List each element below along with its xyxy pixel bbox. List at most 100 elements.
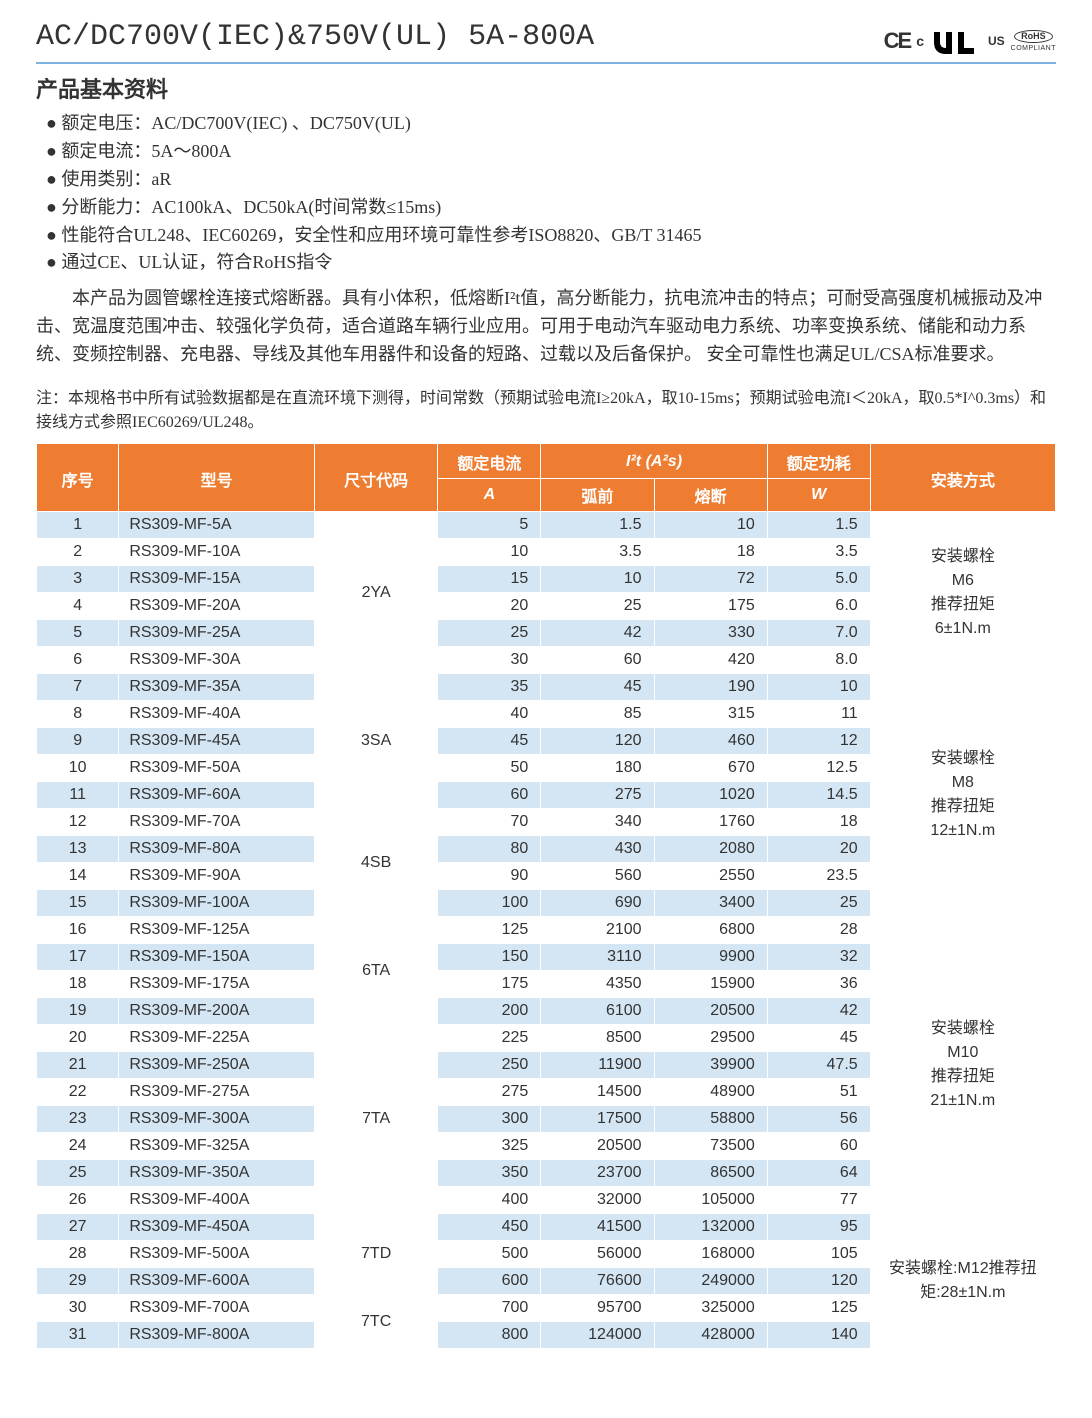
cell-current: 500 <box>438 1241 541 1268</box>
cell-model: RS309-MF-5A <box>119 512 315 539</box>
cell-seq: 14 <box>37 863 119 890</box>
cell-seq: 15 <box>37 890 119 917</box>
th-model: 型号 <box>119 444 315 512</box>
cell-seq: 10 <box>37 755 119 782</box>
cell-seq: 1 <box>37 512 119 539</box>
cell-current: 225 <box>438 1025 541 1052</box>
cell-current: 40 <box>438 701 541 728</box>
cell-i2t-pre: 11900 <box>541 1052 654 1079</box>
rohs-icon: RoHS COMPLIANT <box>1011 30 1056 52</box>
cell-i2t-pre: 20500 <box>541 1133 654 1160</box>
bullet-item: 额定电压：AC/DC700V(IEC) 、DC750V(UL) <box>46 110 1056 138</box>
cell-install: 安装螺栓M8推荐扭矩12±1N.m <box>870 674 1055 917</box>
cell-model: RS309-MF-125A <box>119 917 315 944</box>
cell-seq: 30 <box>37 1295 119 1322</box>
cell-current: 90 <box>438 863 541 890</box>
cell-i2t-pre: 275 <box>541 782 654 809</box>
cell-i2t-clr: 105000 <box>654 1187 767 1214</box>
cell-seq: 3 <box>37 566 119 593</box>
cell-model: RS309-MF-150A <box>119 944 315 971</box>
cell-model: RS309-MF-100A <box>119 890 315 917</box>
cell-power: 56 <box>767 1106 870 1133</box>
th-power-top: 额定功耗 <box>767 444 870 479</box>
cell-i2t-clr: 6800 <box>654 917 767 944</box>
cell-i2t-clr: 1760 <box>654 809 767 836</box>
cell-i2t-pre: 124000 <box>541 1322 654 1349</box>
cell-i2t-pre: 180 <box>541 755 654 782</box>
cell-current: 15 <box>438 566 541 593</box>
cell-seq: 4 <box>37 593 119 620</box>
cell-current: 25 <box>438 620 541 647</box>
cell-model: RS309-MF-400A <box>119 1187 315 1214</box>
cell-i2t-clr: 190 <box>654 674 767 701</box>
cell-i2t-pre: 2100 <box>541 917 654 944</box>
cell-power: 42 <box>767 998 870 1025</box>
description-paragraph: 本产品为圆管螺栓连接式熔断器。具有小体积，低熔断I²t值，高分断能力，抗电流冲击… <box>36 285 1056 369</box>
bullet-item: 分断能力：AC100kA、DC50kA(时间常数≤15ms) <box>46 194 1056 222</box>
cell-power: 47.5 <box>767 1052 870 1079</box>
cell-power: 120 <box>767 1268 870 1295</box>
cell-power: 11 <box>767 701 870 728</box>
cell-i2t-clr: 1020 <box>654 782 767 809</box>
th-current-top: 额定电流 <box>438 444 541 479</box>
cell-power: 36 <box>767 971 870 998</box>
cell-current: 700 <box>438 1295 541 1322</box>
spec-table: 序号 型号 尺寸代码 额定电流 I²t (A²s) 额定功耗 安装方式 A 弧前… <box>36 443 1056 1349</box>
cell-current: 50 <box>438 755 541 782</box>
cell-model: RS309-MF-250A <box>119 1052 315 1079</box>
cell-i2t-pre: 60 <box>541 647 654 674</box>
cell-i2t-pre: 76600 <box>541 1268 654 1295</box>
cell-size: 7TA <box>314 1025 438 1214</box>
bullet-item: 额定电流：5A～800A <box>46 138 1056 166</box>
cell-power: 32 <box>767 944 870 971</box>
cell-model: RS309-MF-15A <box>119 566 315 593</box>
cell-i2t-pre: 3.5 <box>541 539 654 566</box>
cell-current: 60 <box>438 782 541 809</box>
cell-i2t-pre: 42 <box>541 620 654 647</box>
cell-i2t-pre: 6100 <box>541 998 654 1025</box>
cell-power: 1.5 <box>767 512 870 539</box>
cell-i2t-clr: 39900 <box>654 1052 767 1079</box>
cell-model: RS309-MF-90A <box>119 863 315 890</box>
cell-current: 350 <box>438 1160 541 1187</box>
cell-seq: 16 <box>37 917 119 944</box>
cell-current: 80 <box>438 836 541 863</box>
bullet-item: 使用类别：aR <box>46 166 1056 194</box>
cell-power: 5.0 <box>767 566 870 593</box>
cell-i2t-clr: 10 <box>654 512 767 539</box>
cell-i2t-clr: 325000 <box>654 1295 767 1322</box>
cell-i2t-clr: 86500 <box>654 1160 767 1187</box>
cell-i2t-clr: 20500 <box>654 998 767 1025</box>
cell-power: 12.5 <box>767 755 870 782</box>
cell-current: 300 <box>438 1106 541 1133</box>
cell-size: 2YA <box>314 512 438 674</box>
cell-i2t-clr: 29500 <box>654 1025 767 1052</box>
cell-seq: 22 <box>37 1079 119 1106</box>
cell-current: 325 <box>438 1133 541 1160</box>
cell-i2t-clr: 670 <box>654 755 767 782</box>
cell-model: RS309-MF-500A <box>119 1241 315 1268</box>
cell-i2t-clr: 58800 <box>654 1106 767 1133</box>
cell-model: RS309-MF-50A <box>119 755 315 782</box>
cell-current: 175 <box>438 971 541 998</box>
cell-i2t-pre: 41500 <box>541 1214 654 1241</box>
th-i2t-clr: 熔断 <box>654 479 767 512</box>
cell-i2t-pre: 690 <box>541 890 654 917</box>
cell-model: RS309-MF-10A <box>119 539 315 566</box>
ul-icon <box>930 28 982 54</box>
th-size: 尺寸代码 <box>314 444 438 512</box>
cell-size: 3SA <box>314 674 438 809</box>
cell-i2t-clr: 15900 <box>654 971 767 998</box>
cell-seq: 19 <box>37 998 119 1025</box>
cell-power: 18 <box>767 809 870 836</box>
cell-i2t-pre: 23700 <box>541 1160 654 1187</box>
cell-seq: 11 <box>37 782 119 809</box>
cell-model: RS309-MF-275A <box>119 1079 315 1106</box>
cell-current: 70 <box>438 809 541 836</box>
cell-i2t-clr: 249000 <box>654 1268 767 1295</box>
cell-power: 140 <box>767 1322 870 1349</box>
cell-i2t-clr: 315 <box>654 701 767 728</box>
cell-model: RS309-MF-300A <box>119 1106 315 1133</box>
cell-current: 200 <box>438 998 541 1025</box>
cell-power: 51 <box>767 1079 870 1106</box>
